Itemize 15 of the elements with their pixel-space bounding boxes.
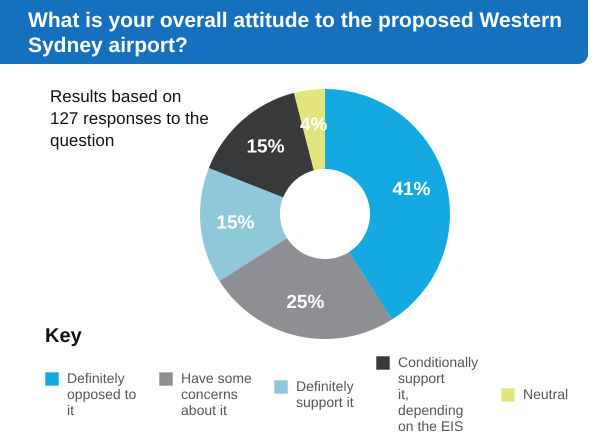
legend-label: Neutral — [523, 386, 568, 402]
legend-label: Have some concerns about it — [181, 370, 252, 418]
data-label: 25% — [286, 292, 324, 313]
chart-title: What is your overall attitude to the proposed Western Sydney airport? — [0, 0, 588, 64]
data-label: 41% — [392, 178, 431, 200]
legend-label: Definitely opposed to it — [67, 370, 136, 418]
legend-label: Conditionally support it, depending on the EIS — [398, 354, 478, 434]
legend-title: Key — [45, 325, 83, 347]
data-label: 15% — [216, 212, 255, 234]
legend-label: Definitely support it — [296, 378, 354, 410]
donut-slice — [219, 238, 392, 339]
donut-slice — [200, 168, 288, 281]
donut-slice — [325, 89, 450, 320]
data-label: 15% — [246, 136, 285, 158]
text: Results based on 127 responses to the question — [50, 86, 210, 152]
